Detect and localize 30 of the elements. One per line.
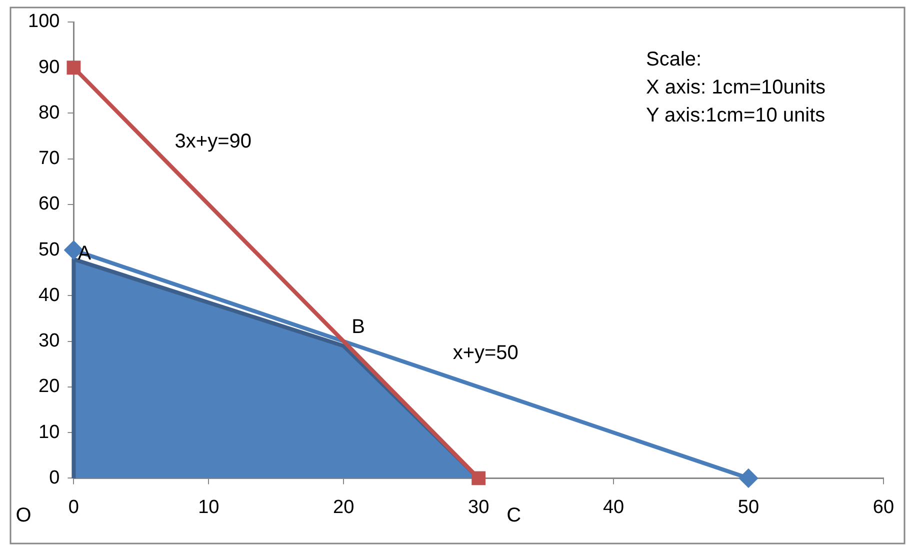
y-tick-label: 100 xyxy=(28,11,60,32)
annotation: Y axis:1cm=10 units xyxy=(646,104,826,127)
x-tick-label: 10 xyxy=(198,496,220,518)
annotation: O xyxy=(16,504,32,527)
y-tick-label: 60 xyxy=(38,194,60,215)
point xyxy=(739,469,758,488)
y-tick-label: 90 xyxy=(38,56,60,78)
x-tick-label: 0 xyxy=(68,496,79,518)
annotation: B xyxy=(352,316,365,338)
point xyxy=(66,60,81,75)
y-tick-label: 10 xyxy=(38,422,60,443)
y-tick-label: 20 xyxy=(38,376,60,398)
y-tick-label: 40 xyxy=(38,284,60,306)
series-label: 3x+y=90 xyxy=(174,130,252,152)
y-tick-label: 80 xyxy=(38,102,60,124)
annotation: X axis: 1cm=10units xyxy=(646,76,826,99)
y-tick-label: 0 xyxy=(49,467,60,488)
annotation: Scale: xyxy=(646,48,702,71)
y-tick-label: 70 xyxy=(38,148,60,170)
x-tick-label: 20 xyxy=(333,496,354,518)
x-tick-label: 30 xyxy=(468,496,490,518)
point xyxy=(472,471,486,486)
x-tick-label: 60 xyxy=(872,496,894,518)
x-tick-label: 40 xyxy=(602,496,624,518)
y-tick-label: 50 xyxy=(38,239,60,260)
annotation: A xyxy=(78,242,92,265)
series-label: x+y=50 xyxy=(452,342,518,364)
y-tick-label: 30 xyxy=(38,330,60,352)
x-tick-label: 50 xyxy=(738,496,760,518)
annotation: C xyxy=(506,504,522,527)
